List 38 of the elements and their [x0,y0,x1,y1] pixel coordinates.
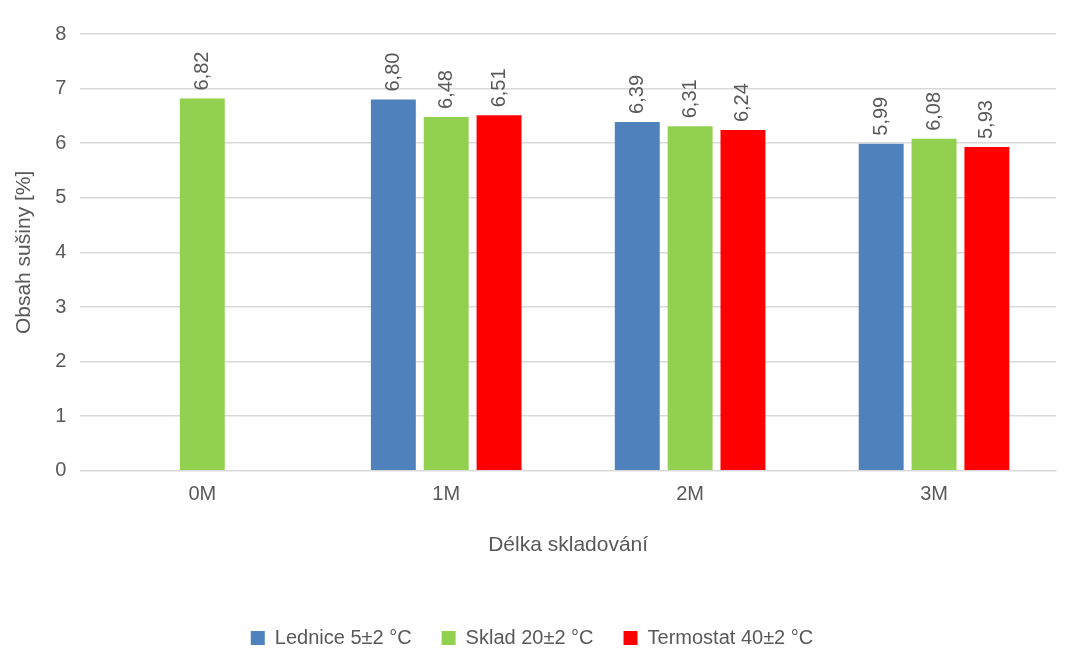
x-axis-title: Délka skladování [488,532,649,556]
data-label: 6,51 [486,68,509,108]
data-label: 6,31 [677,79,700,119]
legend-label: Lednice 5±2 °C [274,625,412,648]
data-label: 6,08 [921,91,944,131]
bar [911,138,957,471]
bar [667,126,713,471]
y-axis-title: Obsah sušiny [%] [11,170,35,335]
bar [614,121,660,471]
y-tick-label: 2 [55,349,67,372]
data-label: 6,39 [624,74,647,114]
data-label: 6,48 [433,70,456,109]
y-tick-label: 6 [55,130,67,153]
y-tick-label: 4 [55,239,67,262]
bar [423,116,469,471]
data-label: 6,24 [730,83,753,123]
y-tick-label: 5 [55,185,67,208]
bar [858,143,904,471]
bar [476,115,522,471]
x-tick-label: 0M [188,482,217,505]
data-label: 5,99 [868,96,891,136]
y-tick-label: 3 [55,294,67,317]
y-tick-label: 0 [55,458,67,481]
data-label: 6,82 [189,51,212,91]
legend-label: Sklad 20±2 °C [465,625,594,648]
y-tick-label: 8 [55,21,67,44]
x-tick-label: 1M [432,482,461,505]
y-tick-label: 1 [55,403,67,426]
data-label: 6,80 [380,52,403,92]
y-tick-label: 7 [55,76,67,99]
bar [964,147,1010,471]
legend-label: Termostat 40±2 °C [647,625,814,648]
bar [720,130,766,471]
x-tick-label: 2M [676,482,705,505]
bar [370,99,416,471]
data-label: 5,93 [974,100,997,140]
bar [179,98,225,471]
x-tick-label: 3M [920,482,948,505]
